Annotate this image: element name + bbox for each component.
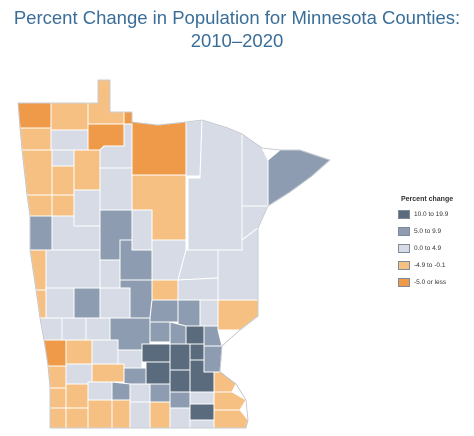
county-stevens (61, 317, 87, 341)
county-clay (29, 215, 53, 251)
legend: Percent change 10.0 to 19.9 5.0 to 9.9 0… (398, 196, 470, 295)
county-redwood (87, 381, 113, 401)
county-steele (169, 407, 191, 429)
county-chisago (199, 299, 219, 327)
county-wadena (99, 259, 121, 289)
county-wabasha (213, 391, 247, 411)
legend-swatch (398, 210, 410, 219)
legend-label: 0.0 to 4.9 (414, 245, 442, 252)
county-pipestone (49, 387, 67, 409)
county-scott (169, 369, 191, 393)
county-norman (26, 194, 53, 217)
county-rock (49, 407, 67, 429)
county-washington-n (203, 325, 223, 347)
legend-label: 10.0 to 19.9 (414, 211, 449, 218)
county-watonwan (111, 399, 131, 429)
map-title-line-2: 2010–2020 (190, 30, 284, 51)
county-clearwater (73, 149, 101, 191)
county-rice (169, 391, 191, 409)
county-olmsted (189, 403, 215, 421)
legend-item: 0.0 to 4.9 (398, 244, 470, 253)
county-waseca (149, 401, 171, 429)
county-nobles (65, 407, 89, 429)
county-douglas (73, 287, 101, 319)
legend-swatch (398, 261, 410, 270)
county-hubbard (73, 189, 101, 227)
legend-label: -5.0 or less (414, 279, 447, 286)
county-carver (145, 361, 171, 385)
county-lake-of-the-woods (87, 79, 125, 125)
county-lyon (65, 383, 89, 409)
county-kandiyohi (91, 339, 119, 365)
legend-swatch (398, 244, 410, 253)
state-outline (17, 79, 331, 429)
county-koochiching-east (185, 119, 203, 177)
legend-swatch (398, 278, 410, 287)
county-pine-south (217, 299, 259, 331)
map-title: Percent Change in Population for Minneso… (0, 6, 474, 52)
county-cottonwood (87, 399, 113, 429)
county-koochiching (123, 111, 187, 176)
county-crow-wing-n (131, 209, 153, 251)
county-brown (111, 381, 131, 401)
county-le-sueur (149, 383, 171, 403)
county-renville (91, 363, 125, 383)
county-pennington-s (51, 165, 75, 196)
legend-title: Percent change (401, 196, 454, 203)
county-traverse (35, 289, 47, 319)
legend-swatch (398, 227, 410, 236)
county-wilkin (29, 249, 47, 291)
county-hennepin (169, 343, 191, 371)
county-sibley (129, 383, 151, 403)
county-roseau (50, 102, 89, 131)
county-pope (85, 317, 111, 341)
county-grant (45, 287, 75, 319)
county-kanabec (177, 277, 219, 301)
legend-item: -4.9 to -0.1 (398, 261, 470, 270)
legend-label: -4.9 to -0.1 (414, 262, 446, 269)
county-wright (141, 343, 171, 363)
county-ramsey (189, 343, 205, 361)
county-mcleod (123, 367, 147, 385)
county-goodhue (189, 391, 215, 405)
county-yellow-medicine (65, 363, 93, 385)
county-todd (99, 287, 131, 319)
county-blue-earth (129, 401, 151, 429)
county-cook (267, 149, 331, 207)
legend-label: 5.0 to 9.9 (414, 228, 442, 235)
legend-item: -5.0 or less (398, 278, 470, 287)
county-mower (189, 419, 215, 429)
county-washington (203, 345, 223, 373)
county-isanti (177, 299, 201, 327)
county-sherburne (169, 321, 187, 345)
county-winona (213, 409, 249, 429)
county-lincoln (47, 365, 67, 389)
map-title-line-1: Percent Change in Population for Minneso… (13, 7, 461, 28)
county-red-lake (51, 149, 75, 167)
county-cass-north (99, 167, 133, 211)
county-pennington (50, 129, 89, 151)
county-lake (241, 133, 269, 207)
county-mille-lacs (149, 299, 179, 323)
county-mille-lacs-n (151, 279, 179, 301)
legend-item: 5.0 to 9.9 (398, 227, 470, 236)
county-kittson (17, 102, 52, 129)
county-otter-tail (45, 249, 101, 289)
county-swift (65, 339, 93, 365)
legend-item: 10.0 to 19.9 (398, 210, 470, 219)
county-anoka (185, 325, 205, 345)
county-benton (149, 321, 171, 343)
county-mahnomen (51, 194, 75, 217)
